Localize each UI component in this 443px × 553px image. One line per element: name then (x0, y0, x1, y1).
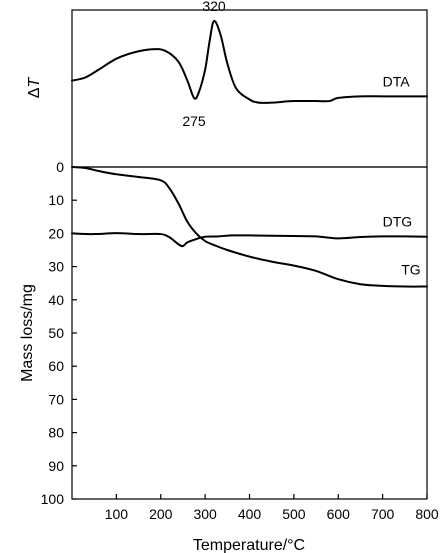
annotation-275: 275 (182, 113, 206, 129)
y-tick-label-100: 100 (41, 491, 65, 507)
x-tick-label-100: 100 (105, 506, 129, 522)
dta-ylabel: ΔT (26, 77, 43, 99)
y-tick-label-60: 60 (48, 358, 64, 374)
y-tick-label-30: 30 (48, 259, 64, 275)
y-tick-label-20: 20 (48, 225, 64, 241)
x-tick-label-300: 300 (193, 506, 217, 522)
series-dtg-line (71, 232, 428, 248)
x-tick-label-600: 600 (327, 506, 351, 522)
x-axis-title: Temperature/°C (193, 537, 305, 553)
y-tick-label-90: 90 (48, 458, 64, 474)
x-tick-label-700: 700 (371, 506, 395, 522)
y-tick-label-70: 70 (48, 391, 64, 407)
axis-ticks (72, 166, 428, 500)
y-axis-title: Mass loss/mg (19, 284, 36, 382)
tg-panel-frame (71, 166, 428, 500)
tick-labels: 100 200 300 400 500 600 700 800 0 10 20 30 40 50 60 70 8… (41, 159, 439, 522)
x-tick-label-500: 500 (282, 506, 306, 522)
annotations: 320 275 DTA DTG TG (182, 0, 420, 278)
y-tick-label-0: 0 (56, 159, 64, 175)
series-tg-line (71, 166, 428, 288)
annotation-320: 320 (202, 0, 226, 14)
curves (71, 19, 428, 288)
x-tick-label-400: 400 (238, 506, 262, 522)
dta-panel-frame (71, 9, 428, 168)
annotation-dta: DTA (383, 73, 411, 89)
y-tick-label-40: 40 (48, 292, 64, 308)
y-tick-label-10: 10 (48, 192, 64, 208)
x-tick-label-200: 200 (149, 506, 173, 522)
series-dta-line (71, 19, 428, 104)
annotation-dtg: DTG (383, 213, 413, 229)
x-tick-label-800: 800 (415, 506, 439, 522)
y-tick-label-80: 80 (48, 425, 64, 441)
annotation-tg: TG (401, 262, 420, 278)
y-tick-label-50: 50 (48, 325, 64, 341)
